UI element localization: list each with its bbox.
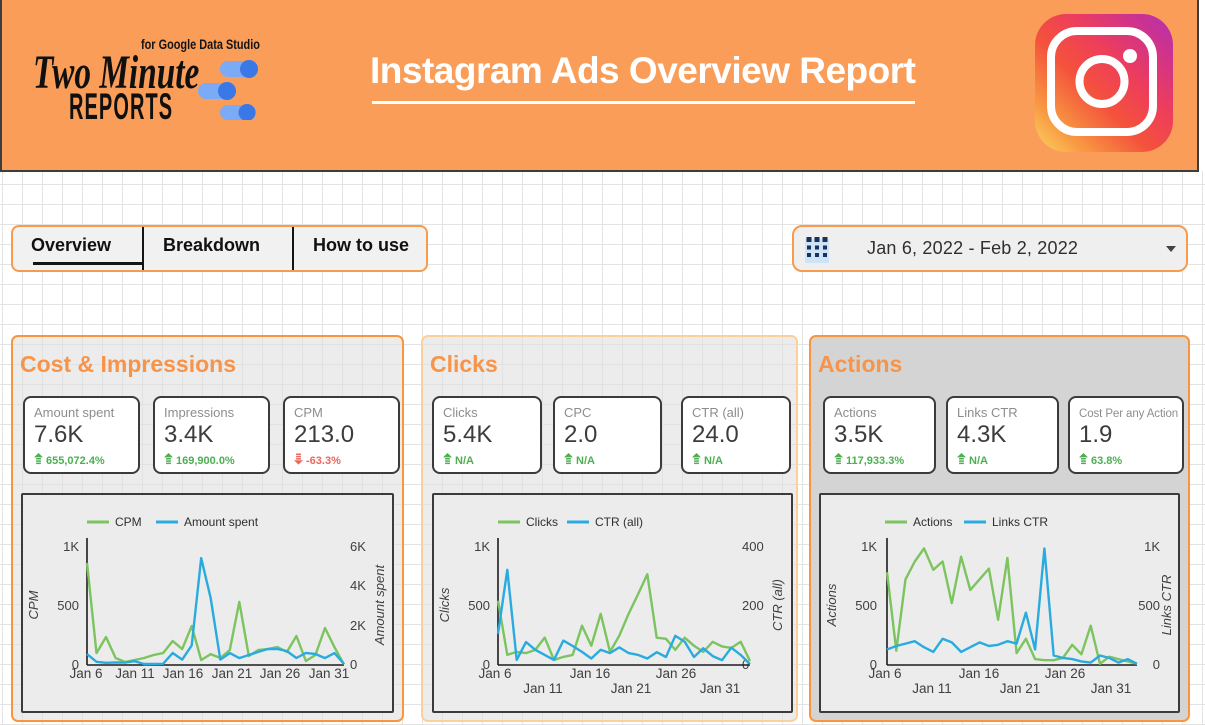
svg-text:CPM: CPM	[115, 515, 142, 529]
svg-text:Jan 16: Jan 16	[570, 666, 611, 681]
svg-text:Jan 31: Jan 31	[309, 666, 350, 681]
svg-text:Jan 26: Jan 26	[656, 666, 697, 681]
svg-text:Jan 6: Jan 6	[478, 666, 511, 681]
svg-text:500: 500	[855, 598, 877, 613]
svg-text:Amount spent: Amount spent	[372, 564, 387, 647]
svg-text:Jan 16: Jan 16	[163, 666, 204, 681]
svg-text:1K: 1K	[63, 539, 79, 554]
svg-text:Jan 6: Jan 6	[868, 666, 901, 681]
svg-text:4K: 4K	[350, 578, 366, 593]
svg-text:0: 0	[72, 657, 79, 672]
svg-text:500: 500	[57, 598, 79, 613]
svg-text:200: 200	[742, 598, 764, 613]
svg-text:Links CTR: Links CTR	[1159, 575, 1174, 636]
svg-text:0: 0	[483, 657, 490, 672]
svg-text:0: 0	[870, 657, 877, 672]
svg-text:Clicks: Clicks	[526, 515, 558, 529]
svg-text:CTR (all): CTR (all)	[770, 579, 785, 631]
svg-text:Links CTR: Links CTR	[992, 515, 1048, 529]
svg-text:Actions: Actions	[824, 583, 839, 627]
svg-text:1K: 1K	[1144, 539, 1160, 554]
svg-text:Jan 11: Jan 11	[115, 666, 155, 681]
svg-text:1K: 1K	[861, 539, 877, 554]
svg-text:Jan 11: Jan 11	[523, 681, 563, 696]
svg-text:Jan 31: Jan 31	[1091, 681, 1132, 696]
svg-text:Actions: Actions	[913, 515, 952, 529]
svg-text:Jan 16: Jan 16	[959, 666, 1000, 681]
svg-text:Jan 21: Jan 21	[611, 681, 652, 696]
svg-text:Jan 21: Jan 21	[1000, 681, 1041, 696]
svg-text:Jan 11: Jan 11	[912, 681, 952, 696]
svg-text:500: 500	[468, 598, 490, 613]
svg-text:500: 500	[1138, 598, 1160, 613]
svg-text:Jan 31: Jan 31	[700, 681, 741, 696]
svg-text:Jan 6: Jan 6	[69, 666, 102, 681]
svg-text:400: 400	[742, 539, 764, 554]
svg-text:0: 0	[350, 657, 357, 672]
svg-text:6K: 6K	[350, 539, 366, 554]
svg-text:CTR (all): CTR (all)	[595, 515, 643, 529]
svg-text:Clicks: Clicks	[437, 587, 452, 622]
svg-text:Jan 26: Jan 26	[260, 666, 301, 681]
svg-text:Jan 26: Jan 26	[1045, 666, 1086, 681]
svg-text:0: 0	[1153, 657, 1160, 672]
svg-text:Jan 21: Jan 21	[212, 666, 253, 681]
svg-text:CPM: CPM	[26, 590, 41, 619]
svg-text:Amount spent: Amount spent	[184, 515, 259, 529]
svg-text:2K: 2K	[350, 618, 366, 633]
svg-text:1K: 1K	[474, 539, 490, 554]
